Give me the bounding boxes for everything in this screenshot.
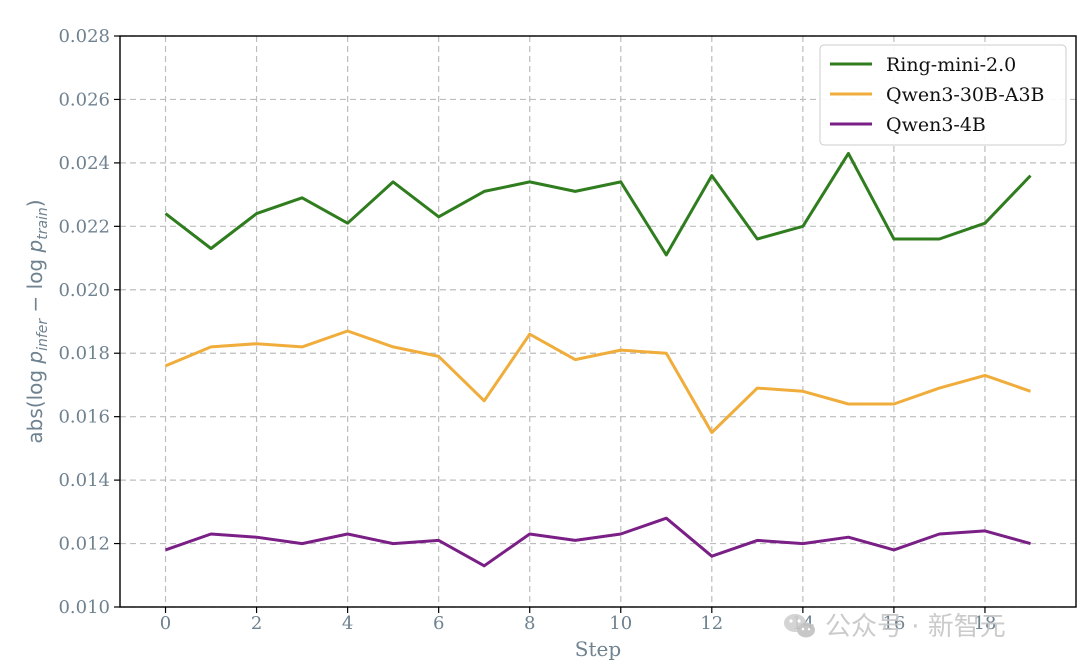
- legend: Ring-mini-2.0 Qwen3-30B-A3B Qwen3-4B: [819, 44, 1067, 146]
- x-tick-label: 8: [524, 613, 535, 634]
- grid-layer: [120, 35, 1076, 608]
- series-line-1: [164, 151, 1032, 257]
- legend-label: Qwen3-4B: [886, 114, 986, 136]
- legend-box: [819, 44, 1067, 146]
- y-tick-label: 0.024: [58, 153, 110, 174]
- y-axis-title-mid: − log: [23, 252, 47, 318]
- y-tick-label: 0.012: [58, 534, 110, 555]
- x-tick-label: 12: [700, 613, 723, 634]
- x-tick-label: 6: [433, 613, 444, 634]
- y-axis-title-suffix: ): [23, 199, 47, 207]
- y-axis-title-p-train: p: [23, 240, 47, 254]
- x-tick-label: 4: [342, 613, 353, 634]
- y-axis-title: abs(log pinfer − log ptrain): [23, 199, 51, 443]
- x-tick-label: 2: [251, 613, 262, 634]
- wechat-icon: [784, 614, 815, 638]
- y-tick-label: 0.020: [58, 280, 110, 301]
- x-tick-label: 10: [609, 613, 632, 634]
- y-axis-title-p-infer: p: [23, 351, 47, 365]
- y-tick-label: 0.016: [58, 407, 110, 428]
- watermark-text: 公众号 · 新智元: [825, 612, 1006, 642]
- series-layer: [164, 151, 1032, 568]
- y-axis-title-sub-infer: infer: [35, 318, 51, 351]
- x-tick-label: 18: [973, 613, 996, 634]
- y-tick-label: 0.028: [58, 26, 110, 47]
- series-line-3: [165, 516, 1031, 568]
- series-line-2: [164, 329, 1031, 434]
- plot-frame: [119, 35, 1077, 608]
- y-tick-label: 0.010: [58, 597, 110, 618]
- y-axis-title-prefix: abs(log: [23, 364, 47, 444]
- y-tick-label: 0.022: [58, 216, 110, 237]
- y-tick-label: 0.014: [58, 470, 110, 491]
- watermark: 公众号 · 新智元: [784, 612, 1006, 642]
- x-axis-title: Step: [575, 637, 621, 661]
- legend-label: Qwen3-30B-A3B: [886, 84, 1045, 106]
- y-axis-title-sub-train: train: [35, 207, 51, 240]
- y-tick-label: 0.026: [58, 89, 110, 110]
- legend-label: Ring-mini-2.0: [886, 54, 1016, 76]
- x-tick-label: 0: [160, 613, 171, 634]
- x-tick-label: 16: [882, 613, 905, 634]
- y-tick-label: 0.018: [58, 343, 110, 364]
